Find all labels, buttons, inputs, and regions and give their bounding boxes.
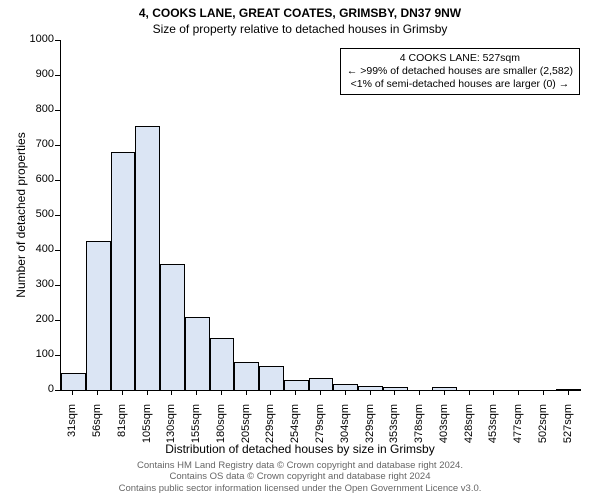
y-tick-mark: [55, 390, 60, 391]
x-tick-mark: [147, 390, 148, 395]
x-tick-mark: [270, 390, 271, 395]
x-tick-label: 229sqm: [264, 404, 276, 454]
histogram-bar: [210, 338, 235, 391]
y-tick-label: 400: [20, 243, 54, 255]
footer-line-3: Contains public sector information licen…: [0, 483, 600, 494]
footer-line-2: Contains OS data © Crown copyright and d…: [0, 471, 600, 482]
x-tick-mark: [493, 390, 494, 395]
histogram-bar: [259, 366, 284, 391]
x-tick-label: 180sqm: [215, 404, 227, 454]
x-tick-label: 428sqm: [463, 404, 475, 454]
histogram-bar: [432, 387, 457, 390]
y-tick-label: 700: [20, 138, 54, 150]
x-tick-label: 130sqm: [165, 404, 177, 454]
histogram-bar: [309, 378, 334, 390]
y-tick-label: 0: [20, 383, 54, 395]
x-tick-label: 81sqm: [116, 404, 128, 454]
histogram-bar: [160, 264, 185, 390]
histogram-bar: [284, 380, 309, 391]
x-tick-mark: [295, 390, 296, 395]
y-tick-label: 500: [20, 208, 54, 220]
histogram-bar: [61, 373, 86, 391]
histogram-bar: [333, 384, 358, 390]
y-tick-label: 900: [20, 68, 54, 80]
x-tick-mark: [419, 390, 420, 395]
y-tick-label: 600: [20, 173, 54, 185]
chart-subtitle: Size of property relative to detached ho…: [0, 22, 600, 36]
y-tick-mark: [55, 215, 60, 216]
x-tick-label: 502sqm: [537, 404, 549, 454]
y-tick-mark: [55, 110, 60, 111]
x-tick-label: 403sqm: [438, 404, 450, 454]
x-tick-label: 477sqm: [512, 404, 524, 454]
annotation-line-3: <1% of semi-detached houses are larger (…: [347, 78, 573, 91]
y-tick-mark: [55, 285, 60, 286]
x-tick-mark: [518, 390, 519, 395]
x-tick-mark: [97, 390, 98, 395]
x-tick-label: 105sqm: [141, 404, 153, 454]
y-tick-mark: [55, 320, 60, 321]
y-tick-mark: [55, 40, 60, 41]
histogram-chart: 4, COOKS LANE, GREAT COATES, GRIMSBY, DN…: [0, 0, 600, 500]
y-tick-mark: [55, 75, 60, 76]
x-tick-mark: [196, 390, 197, 395]
x-tick-mark: [370, 390, 371, 395]
y-tick-mark: [55, 355, 60, 356]
x-tick-label: 254sqm: [289, 404, 301, 454]
y-tick-mark: [55, 145, 60, 146]
y-tick-label: 200: [20, 313, 54, 325]
x-tick-mark: [246, 390, 247, 395]
x-tick-mark: [394, 390, 395, 395]
y-tick-mark: [55, 250, 60, 251]
histogram-bar: [358, 386, 383, 390]
x-tick-label: 279sqm: [314, 404, 326, 454]
histogram-bar: [86, 241, 111, 390]
y-tick-mark: [55, 180, 60, 181]
x-tick-label: 304sqm: [339, 404, 351, 454]
x-tick-mark: [444, 390, 445, 395]
x-tick-mark: [122, 390, 123, 395]
footer-line-1: Contains HM Land Registry data © Crown c…: [0, 460, 600, 471]
histogram-bar: [111, 152, 136, 390]
x-tick-mark: [221, 390, 222, 395]
x-tick-mark: [543, 390, 544, 395]
histogram-bar: [234, 362, 259, 390]
chart-title: 4, COOKS LANE, GREAT COATES, GRIMSBY, DN…: [0, 6, 600, 20]
x-tick-label: 453sqm: [487, 404, 499, 454]
annotation-line-1: 4 COOKS LANE: 527sqm: [347, 52, 573, 65]
x-tick-mark: [345, 390, 346, 395]
x-tick-label: 527sqm: [562, 404, 574, 454]
x-tick-mark: [469, 390, 470, 395]
x-tick-mark: [568, 390, 569, 395]
y-tick-label: 300: [20, 278, 54, 290]
x-tick-label: 378sqm: [413, 404, 425, 454]
y-tick-label: 100: [20, 348, 54, 360]
y-tick-label: 800: [20, 103, 54, 115]
y-tick-label: 1000: [20, 33, 54, 45]
x-tick-mark: [171, 390, 172, 395]
x-tick-label: 31sqm: [66, 404, 78, 454]
x-tick-mark: [320, 390, 321, 395]
chart-footer: Contains HM Land Registry data © Crown c…: [0, 460, 600, 494]
histogram-bar: [185, 317, 210, 391]
property-annotation: 4 COOKS LANE: 527sqm ← >99% of detached …: [340, 48, 580, 95]
x-tick-label: 329sqm: [364, 404, 376, 454]
annotation-line-2: ← >99% of detached houses are smaller (2…: [347, 65, 573, 78]
histogram-bar: [556, 389, 581, 390]
x-tick-label: 56sqm: [91, 404, 103, 454]
histogram-bar: [135, 126, 160, 390]
x-tick-label: 353sqm: [388, 404, 400, 454]
x-tick-mark: [72, 390, 73, 395]
x-tick-label: 205sqm: [240, 404, 252, 454]
x-tick-label: 155sqm: [190, 404, 202, 454]
